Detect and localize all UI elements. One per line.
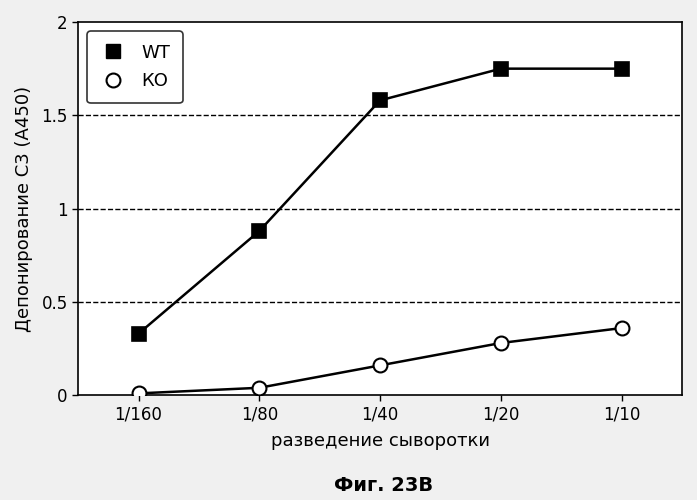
Text: Фиг. 23В: Фиг. 23В <box>334 476 433 495</box>
X-axis label: разведение сыворотки: разведение сыворотки <box>270 432 489 450</box>
Y-axis label: Депонирование С3 (A450): Депонирование С3 (A450) <box>15 86 33 332</box>
Legend: WT, КО: WT, КО <box>87 31 183 103</box>
